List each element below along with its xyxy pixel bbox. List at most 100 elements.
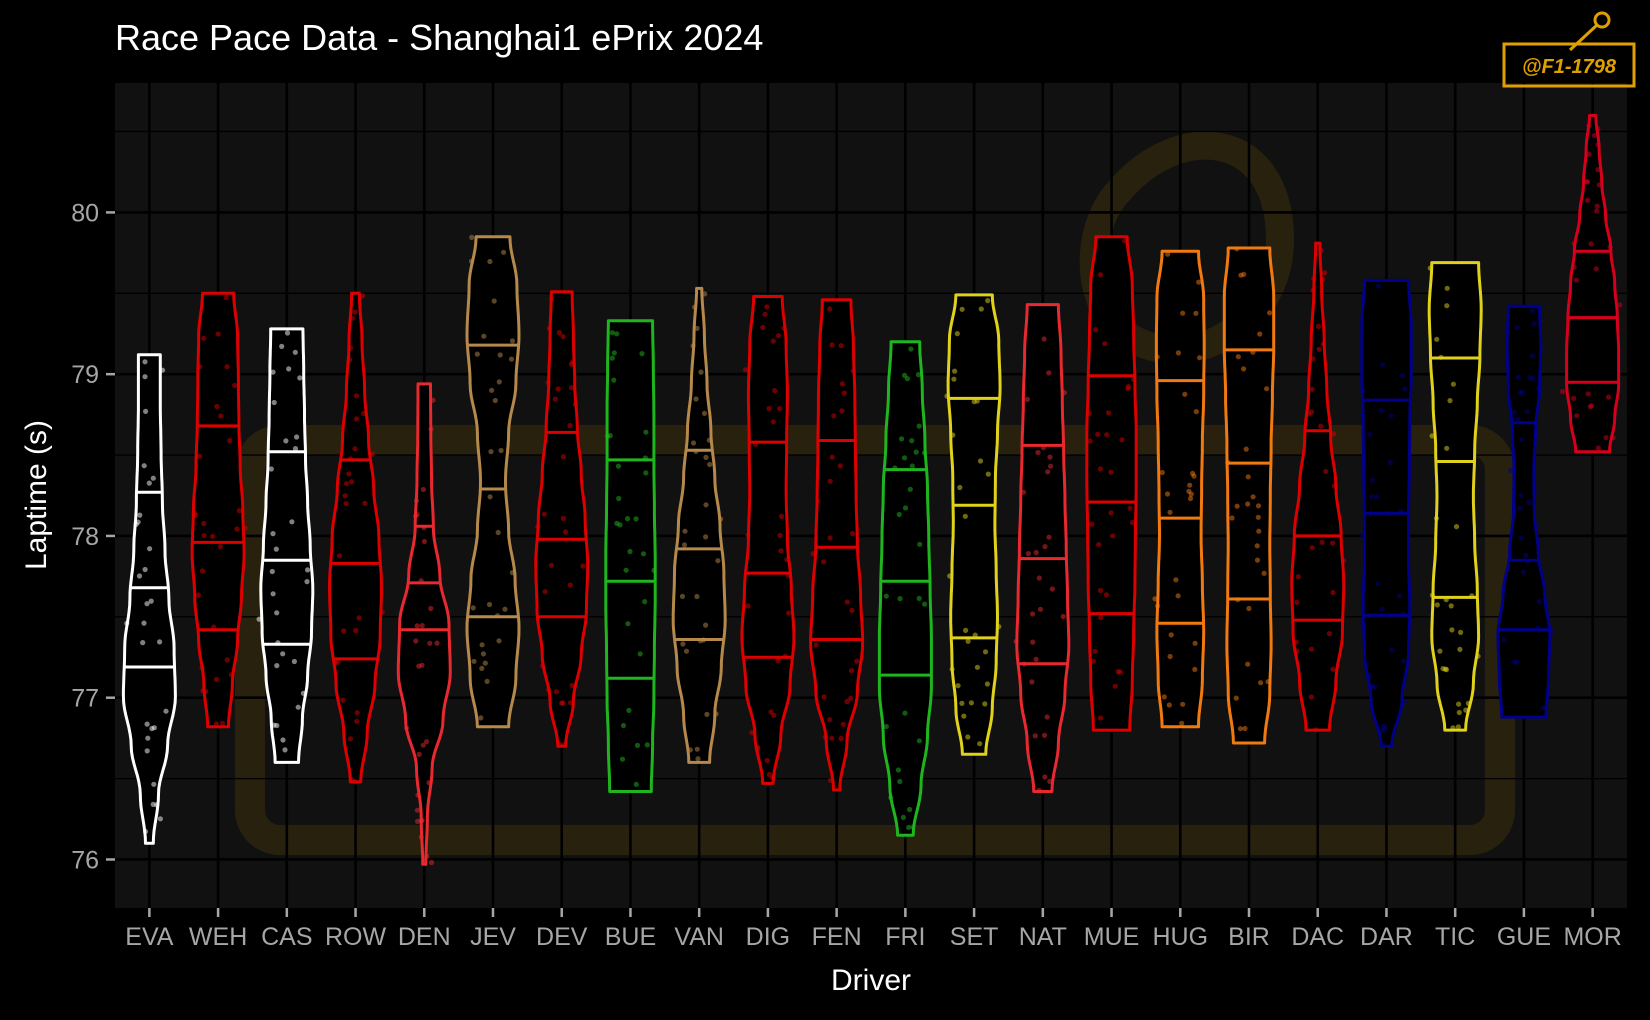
violin-shape — [604, 319, 657, 793]
lap-point — [269, 568, 275, 575]
lap-point — [292, 446, 299, 452]
lap-point — [1179, 720, 1185, 727]
lap-point — [1536, 598, 1542, 605]
lap-point — [572, 401, 579, 408]
lap-point — [1309, 545, 1315, 551]
lap-point — [694, 325, 700, 331]
lap-point — [907, 806, 913, 813]
lap-point — [1591, 132, 1597, 139]
lap-point — [1115, 669, 1121, 675]
lap-point — [1326, 631, 1333, 637]
lap-point — [764, 757, 770, 764]
lap-point — [1450, 381, 1456, 387]
lap-point — [614, 331, 620, 337]
lap-point — [917, 541, 923, 547]
x-tick-label: TIC — [1435, 923, 1475, 951]
lap-point — [813, 642, 819, 648]
lap-point — [620, 722, 627, 729]
lap-point — [280, 651, 286, 657]
lap-point — [840, 721, 846, 728]
violin-den — [396, 382, 452, 866]
lap-point — [1330, 666, 1336, 672]
lap-point — [1447, 398, 1453, 404]
lap-point — [474, 351, 480, 357]
lap-point — [978, 306, 984, 312]
violin-jev — [465, 234, 521, 729]
lap-point — [1037, 606, 1044, 612]
lap-point — [552, 396, 558, 402]
lap-point — [679, 593, 686, 600]
lap-point — [1455, 724, 1461, 730]
lap-point — [1152, 596, 1158, 602]
lap-point — [569, 682, 575, 689]
lap-point — [1155, 603, 1161, 609]
lap-point — [768, 709, 774, 715]
lap-point — [426, 780, 432, 786]
lap-point — [1366, 673, 1372, 679]
lap-point — [1103, 592, 1110, 598]
lap-point — [1359, 533, 1366, 539]
lap-point — [985, 298, 991, 304]
lap-point — [786, 610, 792, 616]
lap-point — [349, 315, 355, 321]
lap-point — [775, 333, 782, 339]
lap-point — [549, 296, 555, 302]
lap-point — [1186, 488, 1192, 494]
lap-point — [201, 520, 207, 527]
lap-point — [1097, 272, 1104, 278]
x-tick-label: DAR — [1360, 923, 1413, 951]
lap-point — [1192, 666, 1198, 673]
y-axis: 76 77 78 79 80 — [71, 199, 115, 874]
lap-point — [839, 381, 846, 387]
lap-point — [1025, 551, 1031, 557]
lap-point — [210, 533, 216, 539]
lap-point — [1526, 500, 1532, 506]
lap-point — [1060, 613, 1066, 620]
lap-point — [124, 620, 130, 626]
lap-point — [1320, 276, 1326, 282]
lap-point — [487, 258, 493, 265]
lap-point — [902, 505, 909, 511]
lap-point — [1108, 510, 1114, 516]
lap-point — [784, 557, 790, 563]
lap-point — [909, 463, 915, 469]
watermark-text: @F1-1798 — [1522, 56, 1617, 78]
lap-point — [900, 814, 907, 821]
lap-point — [810, 551, 816, 557]
lap-point — [501, 249, 507, 255]
key-icon — [1568, 11, 1611, 52]
lap-point — [1187, 482, 1193, 488]
lap-point — [1035, 449, 1041, 456]
lap-point — [1529, 308, 1535, 314]
lap-point — [1449, 627, 1455, 633]
lap-point — [347, 357, 353, 363]
lap-point — [199, 665, 205, 671]
lap-point — [1197, 355, 1203, 361]
lap-point — [414, 807, 420, 813]
lap-point — [151, 781, 157, 787]
lap-point — [540, 663, 546, 669]
lap-point — [627, 548, 633, 555]
lap-point — [829, 454, 835, 460]
violin-dig — [740, 295, 796, 785]
lap-point — [424, 739, 430, 745]
lap-point — [509, 338, 516, 344]
lap-point — [491, 298, 497, 304]
lap-point — [985, 471, 991, 477]
lap-point — [944, 393, 950, 399]
lap-point — [413, 513, 419, 519]
x-tick-label: DIG — [746, 923, 790, 951]
lap-point — [1605, 394, 1612, 400]
lap-point — [703, 502, 709, 508]
lap-point — [1530, 375, 1536, 381]
lap-point — [1589, 403, 1595, 409]
lap-point — [1029, 611, 1036, 617]
violin-shape — [740, 295, 796, 785]
lap-point — [1374, 494, 1380, 500]
lap-point — [279, 343, 285, 349]
lap-point — [200, 688, 206, 694]
lap-point — [1369, 683, 1375, 690]
lap-point — [1450, 725, 1456, 731]
lap-point — [1389, 647, 1395, 653]
lap-point — [234, 526, 240, 532]
